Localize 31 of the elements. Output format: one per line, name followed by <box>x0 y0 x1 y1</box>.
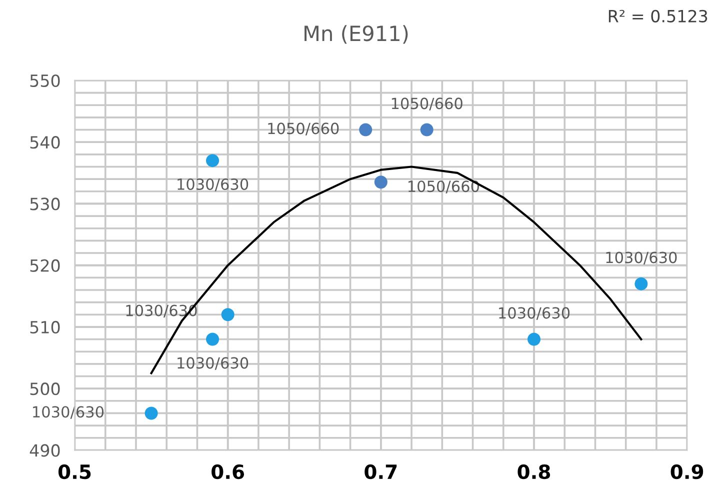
point <box>206 154 220 168</box>
x-tick-label: 0.9 <box>670 464 704 480</box>
series-label: 1050/660 <box>392 98 462 110</box>
text: 1030/630 <box>606 252 677 264</box>
chart-title: Mn (E911) <box>304 25 408 44</box>
x-tick-label: 0.8 <box>518 464 550 480</box>
y-tick-label: 530 <box>30 198 60 210</box>
y-tick-label: 500 <box>30 382 60 396</box>
y-tick-label: 540 <box>30 136 60 149</box>
point <box>206 332 220 346</box>
point <box>221 308 234 322</box>
series-label: 1030/630 <box>178 178 248 192</box>
point <box>527 332 541 346</box>
point <box>634 277 648 290</box>
x-tick-label: 0.6 <box>212 464 244 480</box>
text: R² = 0.5123 <box>608 10 708 22</box>
point <box>359 123 372 136</box>
y-tick-label: 490 <box>30 444 60 457</box>
y-tick-label: 510 <box>30 320 60 334</box>
point <box>144 406 158 420</box>
text: 1030/630 <box>178 357 248 370</box>
text: 1050/660 <box>408 180 479 194</box>
y-tick-label: 550 <box>30 74 60 88</box>
point <box>420 123 434 136</box>
text: 1030/630 <box>33 406 104 419</box>
x-tick-label: 0.7 <box>364 464 397 480</box>
x-tick-label: 0.5 <box>58 464 91 480</box>
y-tick-label: 520 <box>30 259 60 272</box>
text: 1050/660 <box>268 122 339 136</box>
point <box>374 176 388 189</box>
text: 1030/630 <box>499 307 570 320</box>
